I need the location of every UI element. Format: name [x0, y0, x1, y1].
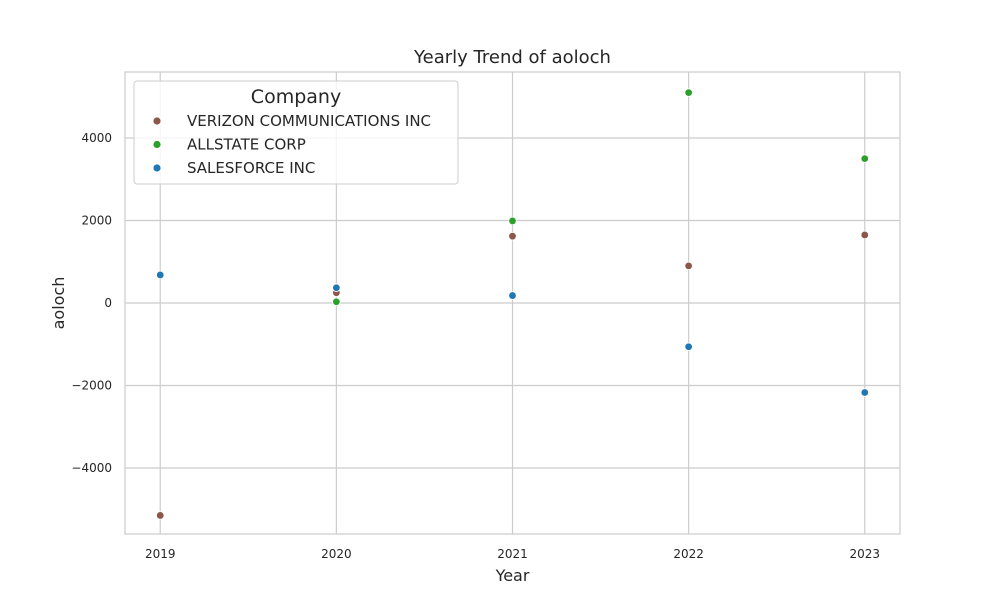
- legend-label: SALESFORCE INC: [187, 159, 315, 177]
- y-tick-label: 4000: [81, 131, 112, 145]
- series-1: [332, 88, 869, 306]
- x-tick-label: 2023: [849, 547, 880, 561]
- chart-title: Yearly Trend of aoloch: [413, 47, 611, 68]
- y-tick-label: 2000: [81, 214, 112, 228]
- data-point: [508, 231, 517, 241]
- y-axis-title: aoloch: [49, 277, 68, 330]
- data-point: [156, 270, 165, 280]
- legend-box: [133, 80, 459, 185]
- legend-marker: [152, 140, 162, 149]
- data-point: [684, 88, 693, 97]
- legend: Company VERIZON COMMUNICATIONS INC ALLSTA…: [133, 80, 459, 185]
- plot-frame: [124, 71, 901, 535]
- data-point: [860, 154, 869, 163]
- x-axis-title: Year: [495, 566, 530, 585]
- data-point: [684, 261, 693, 271]
- x-tick-label: 2020: [321, 547, 352, 561]
- legend-items: VERIZON COMMUNICATIONS INC ALLSTATE CORP S…: [152, 112, 431, 177]
- data-point: [508, 291, 517, 300]
- data-point: [332, 297, 341, 306]
- x-tick-label: 2021: [497, 547, 528, 561]
- data-point: [156, 511, 165, 520]
- legend-label: VERIZON COMMUNICATIONS INC: [187, 112, 431, 130]
- legend-marker: [152, 163, 162, 173]
- legend-marker: [152, 116, 162, 126]
- x-tick-label: 2022: [673, 547, 704, 561]
- y-tick-label: −4000: [71, 461, 112, 475]
- y-tick-label: 0: [104, 296, 112, 310]
- axis-ticks: 2019 2020 2021 2022 2023 −4000 −2000 0 2000 4000: [71, 131, 880, 561]
- legend-title: Company: [251, 86, 341, 108]
- data-point: [684, 342, 693, 351]
- y-tick-label: −2000: [71, 379, 112, 393]
- data-point: [332, 283, 341, 292]
- data-points: [156, 88, 869, 520]
- x-tick-label: 2019: [145, 547, 176, 561]
- data-point: [860, 230, 869, 240]
- legend-label: ALLSTATE CORP: [187, 136, 306, 154]
- data-point: [508, 216, 517, 226]
- data-point: [860, 388, 869, 397]
- series-2: [156, 270, 869, 397]
